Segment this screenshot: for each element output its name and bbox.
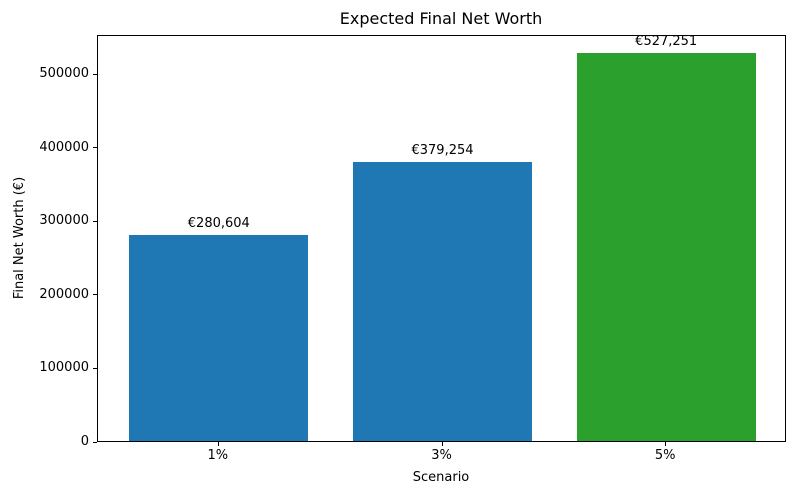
y-tick-label: 300000 xyxy=(39,213,89,229)
y-tick-mark xyxy=(93,220,97,222)
bar-value-label: €527,251 xyxy=(635,34,698,50)
plot-area: €280,604 €379,254 €527,251 xyxy=(97,34,786,442)
chart-title: Expected Final Net Worth xyxy=(339,9,543,28)
y-tick-mark xyxy=(93,367,97,369)
y-tick-mark xyxy=(93,147,97,149)
x-tick-mark xyxy=(441,442,443,446)
y-tick-mark xyxy=(93,294,97,296)
bar-1pct xyxy=(129,234,309,441)
y-tick-label: 200000 xyxy=(39,286,89,302)
bar-value-label: €280,604 xyxy=(187,215,250,231)
x-tick-label: 5% xyxy=(654,448,676,463)
bar-value-label: €379,254 xyxy=(411,143,474,159)
x-axis-label: Scenario xyxy=(412,470,470,485)
y-tick-label: 0 xyxy=(80,434,89,449)
y-tick-label: 400000 xyxy=(39,139,89,155)
bar-3pct xyxy=(353,162,532,441)
y-axis-label: Final Net Worth (€) xyxy=(12,176,27,300)
x-tick-label: 1% xyxy=(207,448,229,463)
bar-5pct xyxy=(576,53,756,441)
y-tick-label: 500000 xyxy=(39,66,89,82)
x-tick-mark xyxy=(665,442,667,446)
x-tick-mark xyxy=(217,442,219,446)
y-tick-mark xyxy=(93,441,97,443)
y-tick-mark xyxy=(93,73,97,75)
x-tick-label: 3% xyxy=(431,448,452,463)
y-tick-label: 100000 xyxy=(39,360,89,376)
